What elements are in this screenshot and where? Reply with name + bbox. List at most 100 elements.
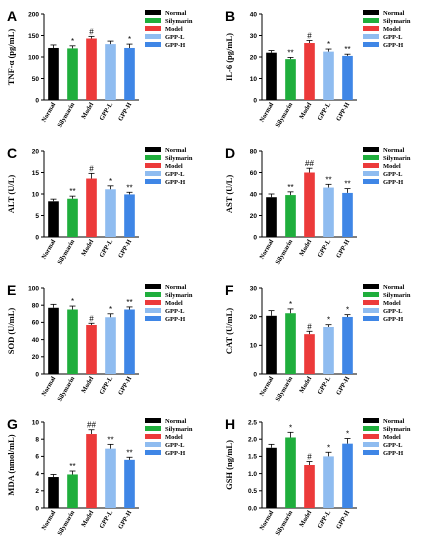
category-label: Normal <box>259 375 276 397</box>
bar-gpp-l <box>323 51 334 100</box>
bar-gpp-h <box>124 459 135 508</box>
significance-mark: * <box>109 177 112 186</box>
bar-gpp-l <box>323 456 334 508</box>
category-label: GPP-L <box>98 375 114 396</box>
legend-label: GPP-H <box>165 179 185 186</box>
legend-swatch <box>363 450 379 455</box>
panel-letter: D <box>225 145 235 161</box>
category-label: GPP-L <box>316 238 332 259</box>
legend-label: GPP-L <box>383 442 403 449</box>
legend-label: GPP-L <box>165 171 185 178</box>
legend-swatch <box>145 316 161 321</box>
legend-label: Normal <box>383 418 404 425</box>
legend-label: Model <box>383 300 401 307</box>
bar-gpp-l <box>105 189 116 237</box>
panel-b: B IL-6 (pg/mL) 0 10 20 30 40 Normal ** Silymarin #… <box>224 8 411 129</box>
significance-mark: # <box>89 27 94 36</box>
y-tick-label: 0 <box>253 234 257 241</box>
y-tick-label: 100 <box>28 285 39 292</box>
significance-mark: ** <box>287 48 293 57</box>
category-label: Silymarin <box>56 101 76 129</box>
category-label: GPP-H <box>117 239 133 260</box>
bar-gpp-h <box>342 55 353 100</box>
legend-label: Model <box>165 434 183 441</box>
y-tick-label: 20 <box>250 54 258 61</box>
panel-letter: B <box>225 8 235 24</box>
category-label: Model <box>298 375 313 394</box>
y-axis-title: CAT (U/mL) <box>224 308 234 354</box>
y-tick-label: 200 <box>28 11 39 18</box>
y-tick-label: 40 <box>250 11 258 18</box>
bar-model <box>304 43 315 100</box>
category-label: Model <box>298 238 313 257</box>
bar-model <box>86 178 97 237</box>
legend-swatch <box>145 284 161 289</box>
category-label: Model <box>80 238 95 257</box>
legend-label: GPP-L <box>383 171 403 178</box>
legend-swatch <box>145 18 161 23</box>
legend-label: Normal <box>165 10 186 17</box>
panel-letter: G <box>7 416 18 432</box>
y-tick-label: 1.5 <box>248 454 257 461</box>
significance-mark: # <box>307 31 312 40</box>
bar-gpp-h <box>124 194 135 237</box>
legend-label: Normal <box>165 418 186 425</box>
legend-swatch <box>363 442 379 447</box>
y-tick-label: 4 <box>35 471 39 478</box>
panel-letter: H <box>225 416 235 432</box>
legend-label: Normal <box>165 147 186 154</box>
legend-label: GPP-L <box>165 442 185 449</box>
panel-letter: E <box>7 282 16 298</box>
legend-swatch <box>145 34 161 39</box>
legend-label: GPP-H <box>165 42 185 49</box>
y-tick-label: 2 <box>35 488 39 495</box>
category-label: GPP-L <box>98 101 114 122</box>
significance-mark: * <box>346 306 349 315</box>
legend-label: Normal <box>383 10 404 17</box>
category-label: Normal <box>41 101 58 123</box>
legend-swatch <box>145 155 161 160</box>
y-tick-label: 1.0 <box>248 471 257 478</box>
legend-label: GPP-H <box>165 316 185 323</box>
y-tick-label: 2.0 <box>248 437 257 444</box>
bar-gpp-h <box>342 316 353 374</box>
legend-swatch <box>363 42 379 47</box>
legend-label: Silymarin <box>165 155 193 162</box>
legend-label: Silymarin <box>165 426 193 433</box>
category-label: GPP-L <box>98 509 114 530</box>
category-label: Silymarin <box>274 375 294 403</box>
y-tick-label: 5 <box>35 213 39 220</box>
bar-silymarin <box>67 48 78 100</box>
category-label: Normal <box>41 238 58 260</box>
category-label: GPP-H <box>117 102 133 123</box>
panel-letter: A <box>7 8 17 24</box>
significance-mark: ** <box>126 298 132 307</box>
y-tick-label: 20 <box>32 354 40 361</box>
bar-normal <box>48 201 59 237</box>
bar-gpp-l <box>323 187 334 237</box>
legend-swatch <box>145 179 161 184</box>
legend-label: GPP-H <box>383 179 403 186</box>
y-tick-label: 20 <box>250 213 258 220</box>
bar-model <box>86 434 97 508</box>
category-label: GPP-H <box>335 510 351 531</box>
significance-mark: ** <box>126 448 132 457</box>
bar-normal <box>48 47 59 100</box>
legend-label: Silymarin <box>383 292 411 299</box>
bar-silymarin <box>285 59 296 100</box>
panel-c: C ALT (U/L) 0 5 10 15 20 Normal ** Silymarin # Mode… <box>6 145 193 266</box>
significance-mark: ** <box>126 183 132 192</box>
category-label: Model <box>298 509 313 528</box>
legend-swatch <box>363 179 379 184</box>
legend-swatch <box>145 434 161 439</box>
legend-swatch <box>363 26 379 31</box>
y-axis-title: SOD (U/mL) <box>6 308 16 355</box>
significance-mark: ** <box>325 175 331 184</box>
legend-swatch <box>145 442 161 447</box>
legend-swatch <box>145 163 161 168</box>
significance-mark: ** <box>344 180 350 189</box>
significance-mark: ## <box>87 421 96 430</box>
legend-swatch <box>363 292 379 297</box>
legend-swatch <box>145 10 161 15</box>
legend-swatch <box>145 42 161 47</box>
